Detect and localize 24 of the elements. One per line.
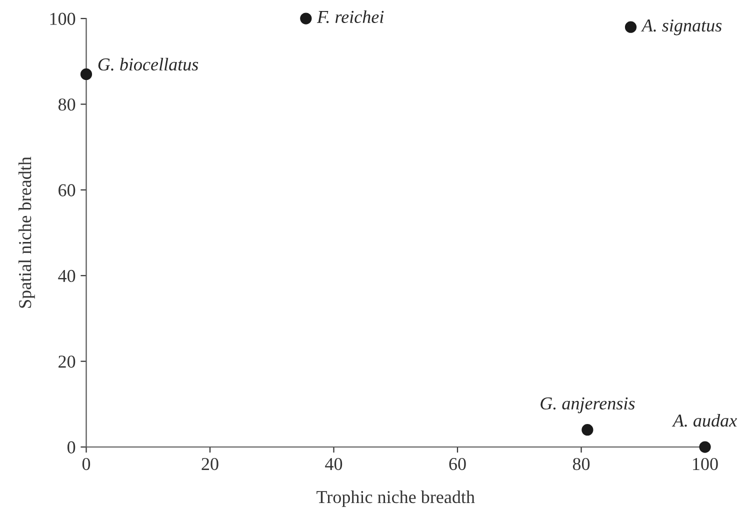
point — [300, 12, 312, 24]
point — [624, 21, 637, 33]
annotation: F. reichei — [316, 10, 384, 24]
point — [582, 424, 594, 436]
y-tick-label: 40 — [58, 270, 76, 282]
x-tick-label: 80 — [572, 458, 590, 470]
y-tick-label: 0 — [67, 441, 76, 454]
y-tick-label: 80 — [58, 98, 76, 111]
y-tick-label: 100 — [50, 12, 76, 25]
x-tick-label: 0 — [82, 458, 90, 470]
y-tick-label: 60 — [58, 184, 76, 196]
annotation: A. audax — [672, 414, 737, 427]
y-axis-title: Spatial niche breadth — [18, 156, 35, 308]
x-tick-label: 40 — [325, 458, 342, 470]
x-tick-label: 20 — [202, 458, 218, 470]
x-tick-label: 60 — [449, 458, 466, 470]
annotation: G. biocellatus — [98, 58, 198, 71]
y-tick-label: 20 — [58, 356, 76, 368]
point — [80, 68, 92, 80]
x-axis-title: Trophic niche breadth — [316, 490, 475, 507]
annotation: G. anjerensis — [540, 397, 635, 414]
x-tick-label: 100 — [693, 458, 718, 470]
annotation: A. signatus — [640, 19, 722, 36]
point — [699, 441, 711, 453]
